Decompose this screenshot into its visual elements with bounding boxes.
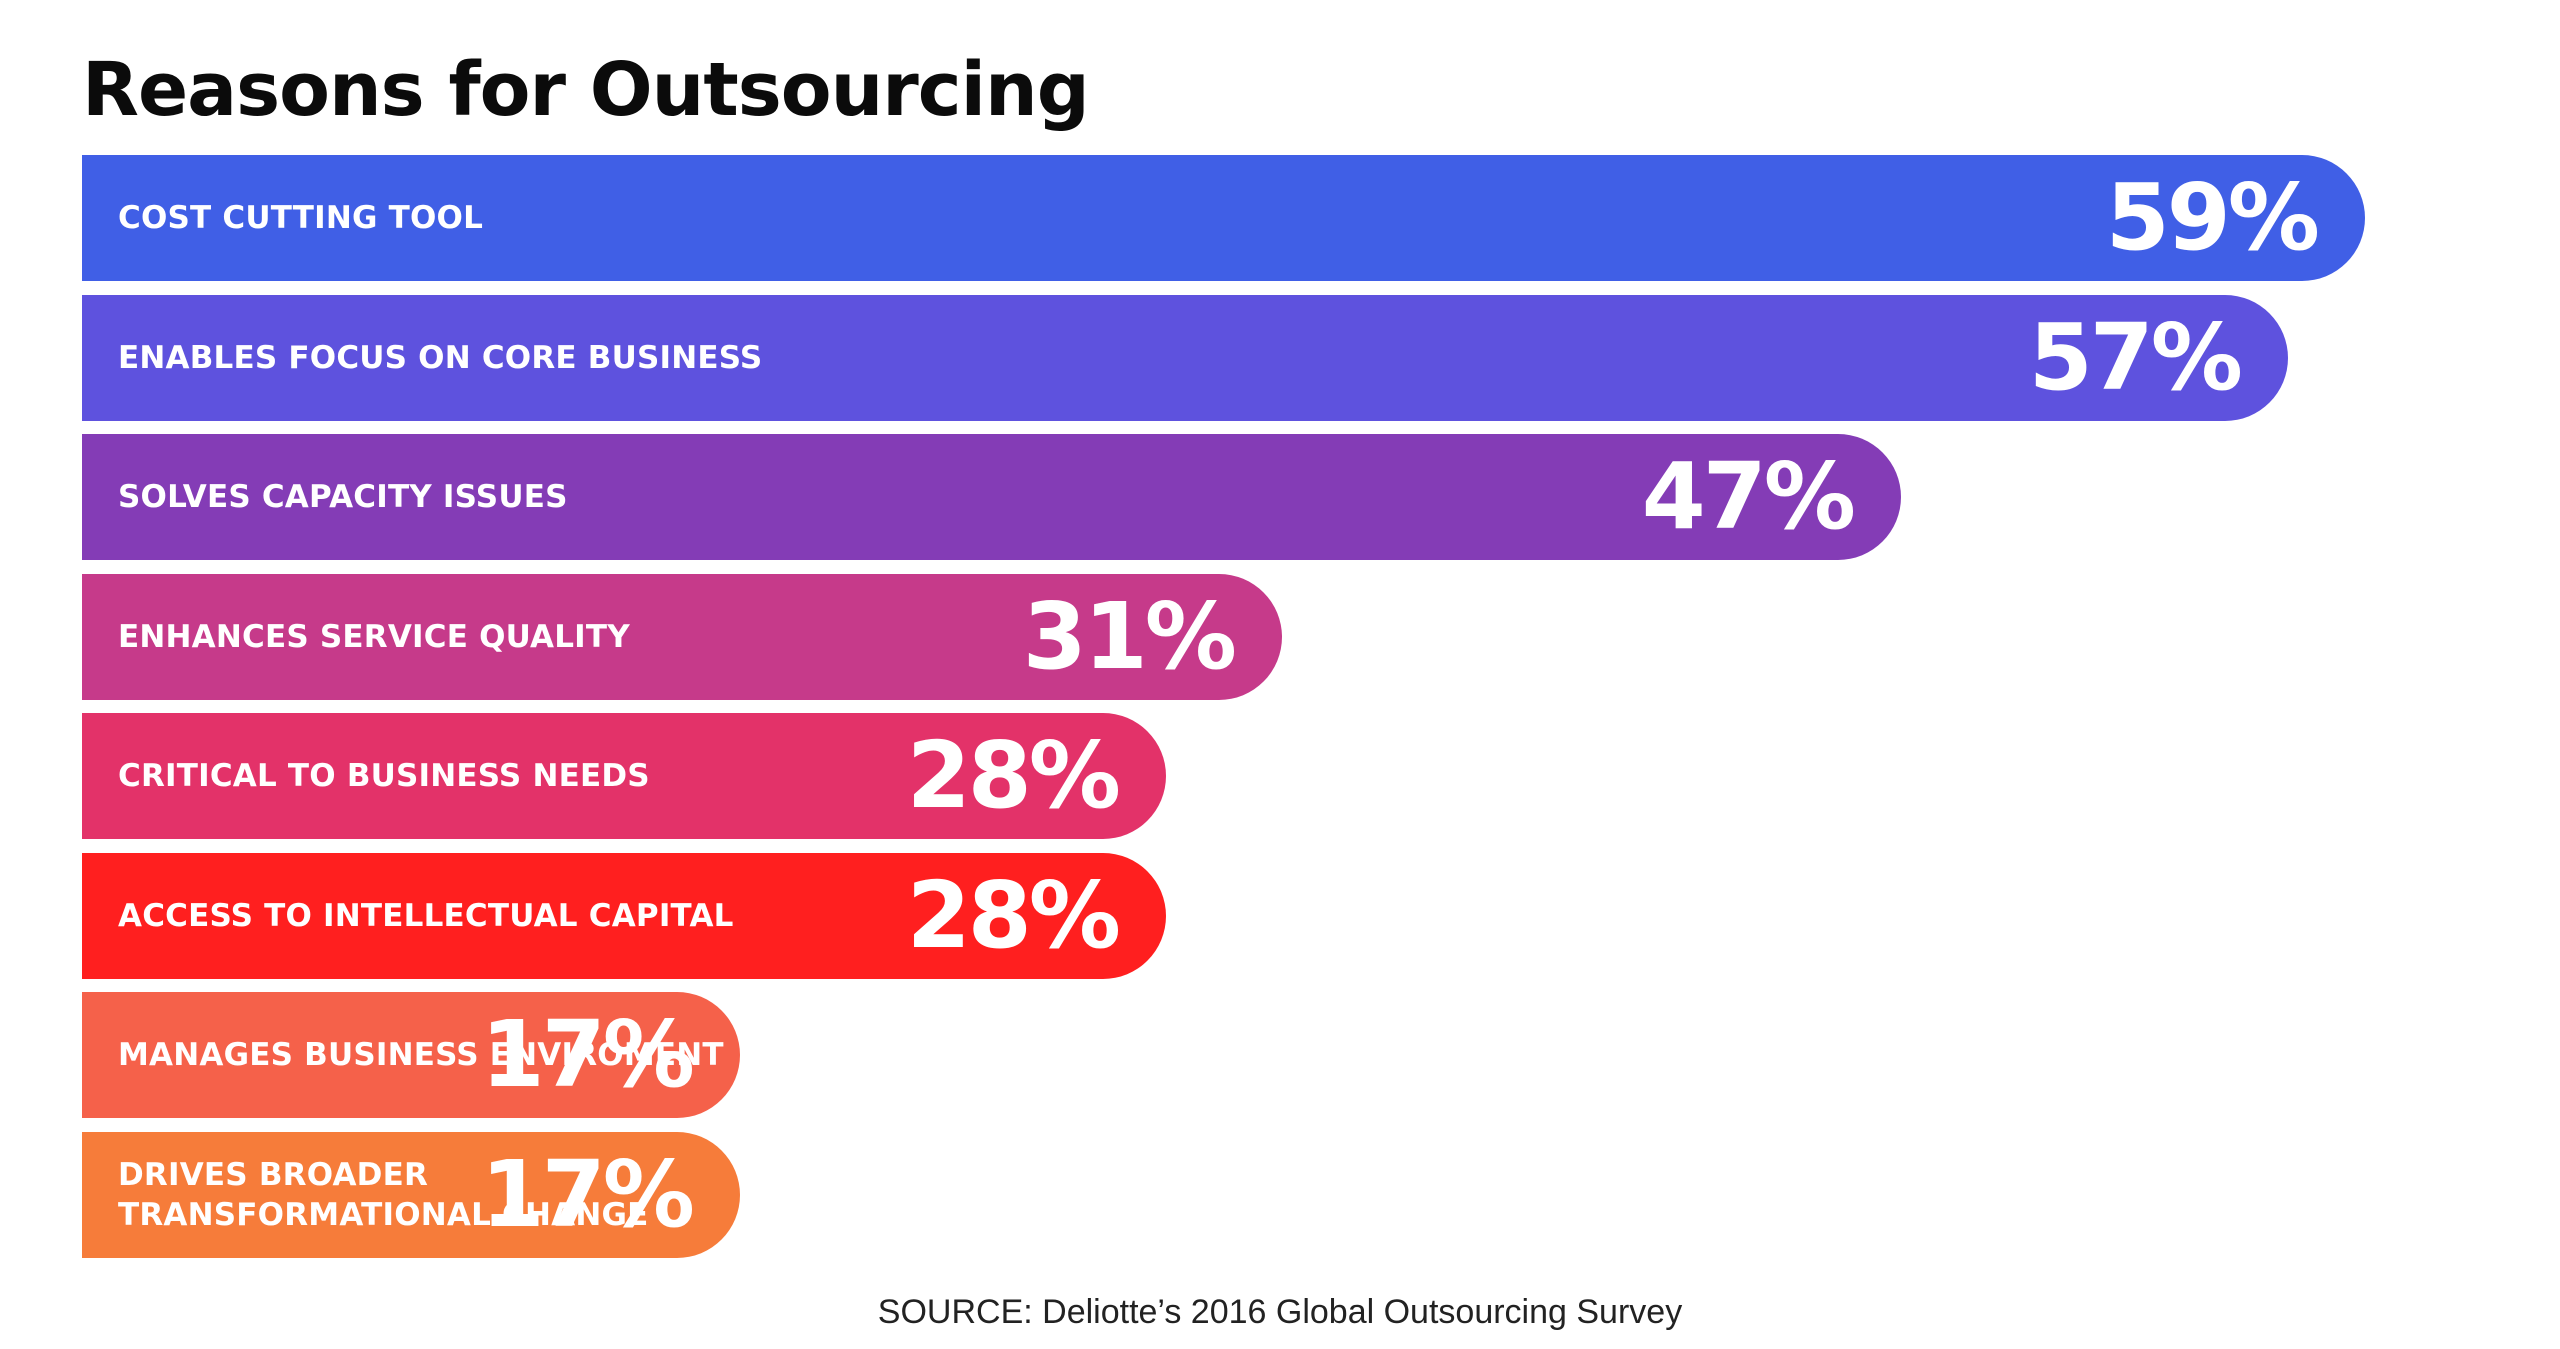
bar-value-3: 47%: [1641, 443, 1856, 550]
bar-2: ENABLES FOCUS ON CORE BUSINESS 57%: [82, 294, 2288, 421]
bar-value-8: 17%: [480, 1140, 695, 1248]
bar-6: ACCESS TO INTELLECTUAL CAPITAL 28%: [82, 852, 1166, 979]
bar-area: COST CUTTING TOOL 59% ENABLES FOCUS ON COR…: [82, 155, 2482, 1258]
chart-title: Reasons for Outsourcing: [82, 47, 1090, 133]
bar-3: SOLVES CAPACITY ISSUES 47%: [82, 434, 1901, 560]
bar-label-8: DRIVES BROADER TRANSFORMATIONAL CHANGE: [118, 1156, 649, 1233]
bar-4: ENHANCES SERVICE QUALITY 31%: [82, 573, 1282, 700]
bar-value-5: 28%: [906, 722, 1121, 829]
bar-label-3: SOLVES CAPACITY ISSUES: [118, 479, 568, 515]
bar-value-4: 31%: [1022, 582, 1237, 690]
bar-7: MANAGES BUSINESS ENVIROMENT 17%: [82, 992, 740, 1118]
bar-label-1: COST CUTTING TOOL: [118, 200, 484, 236]
bar-8: DRIVES BROADER TRANSFORMATIONAL CHANGE 17…: [82, 1131, 740, 1258]
bar-5: CRITICAL TO BUSINESS NEEDS 28%: [82, 713, 1166, 839]
bar-label-2: ENABLES FOCUS ON CORE BUSINESS: [118, 339, 763, 376]
bar-value-7: 17%: [480, 1001, 695, 1108]
bar-label-4: ENHANCES SERVICE QUALITY: [118, 618, 630, 655]
bar-value-2: 57%: [2028, 303, 2243, 411]
bar-value-1: 59%: [2105, 164, 2320, 271]
bar-label-5: CRITICAL TO BUSINESS NEEDS: [118, 758, 650, 794]
bar-value-6: 28%: [906, 861, 1121, 969]
chart-source: SOURCE: Deliotte’s 2016 Global Outsourci…: [877, 1293, 1683, 1331]
bar-label-6: ACCESS TO INTELLECTUAL CAPITAL: [118, 897, 734, 934]
bar-1: COST CUTTING TOOL 59%: [82, 155, 2365, 281]
bar-label-7: MANAGES BUSINESS ENVIROMENT: [118, 1037, 724, 1073]
